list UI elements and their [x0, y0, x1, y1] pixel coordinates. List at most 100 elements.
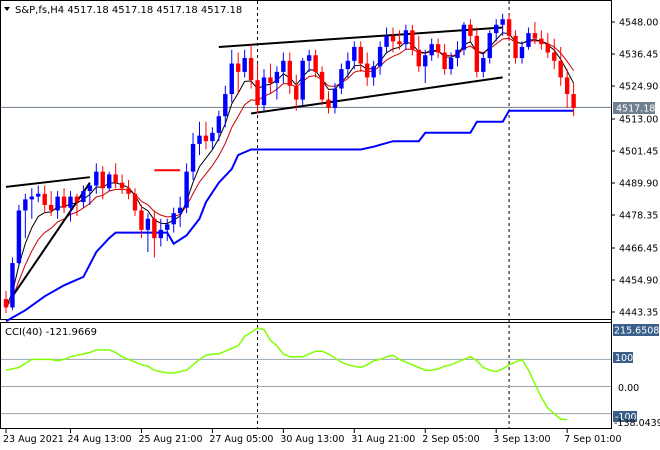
- candle-body: [313, 55, 318, 72]
- candle-body: [107, 174, 112, 189]
- candle: [274, 66, 280, 100]
- candle-body: [255, 80, 260, 106]
- candle-body: [287, 60, 292, 86]
- candle: [23, 193, 28, 239]
- candle-body: [248, 58, 254, 81]
- main-chart: [1, 1, 611, 428]
- cci-bottom-badge: -138.0439: [614, 418, 660, 429]
- candle: [474, 27, 480, 78]
- candle-body: [358, 46, 363, 64]
- price-tick-label-1: 4536.45: [619, 50, 658, 61]
- candle: [229, 49, 234, 103]
- cci-label: CCI(40) -121.9669: [5, 327, 97, 338]
- candle: [248, 44, 254, 89]
- candle: [126, 179, 131, 200]
- candle: [216, 110, 222, 142]
- time-tick-label-2: 25 Aug 21:00: [138, 434, 202, 445]
- candle: [345, 52, 351, 78]
- time-tick-label-8: 7 Sep 01:00: [564, 434, 621, 445]
- candle: [287, 52, 292, 95]
- candle-body: [481, 58, 486, 72]
- candle-body: [300, 60, 305, 100]
- candle-body: [332, 88, 338, 108]
- candle-body: [429, 44, 434, 56]
- price-badge-bg: [613, 102, 655, 114]
- candle-body: [10, 263, 15, 308]
- candle: [152, 210, 157, 258]
- time-tick-label-0: 23 Aug 2021: [3, 434, 64, 445]
- candle: [306, 49, 312, 72]
- price-tick-label-9: 4443.35: [619, 308, 658, 319]
- candle: [113, 163, 118, 189]
- candle-body: [410, 30, 415, 50]
- candle-body: [461, 24, 467, 50]
- candle-body: [152, 218, 157, 239]
- candle-body: [68, 196, 73, 208]
- candle-body: [94, 171, 99, 186]
- candle-body: [539, 38, 544, 45]
- candle-body: [87, 185, 93, 192]
- cci-top-badge-bg: [613, 324, 659, 336]
- candle-body: [184, 171, 189, 208]
- time-tick-label-6: 2 Sep 05:00: [422, 434, 479, 445]
- price-badge: 4517.18: [616, 104, 655, 115]
- candle: [3, 290, 9, 313]
- cci-level-neg100-label: -100: [615, 412, 637, 423]
- candle: [461, 22, 467, 56]
- candle-body: [190, 143, 196, 172]
- candle-body: [377, 46, 383, 67]
- price-tick-label-4: 4501.45: [619, 146, 658, 157]
- price-tick-label-3: 4513.00: [619, 114, 658, 125]
- candle: [571, 82, 576, 117]
- candle-body: [242, 58, 247, 72]
- candle: [365, 52, 370, 86]
- candle-body: [532, 33, 538, 39]
- candle-body: [210, 132, 215, 142]
- trendline-2: [218, 26, 503, 48]
- candle: [558, 46, 563, 86]
- candle: [442, 44, 447, 75]
- candle-body: [519, 46, 525, 59]
- candle-body: [352, 46, 357, 61]
- candle-body: [113, 174, 118, 183]
- candle-body: [171, 213, 176, 225]
- candle: [326, 91, 331, 114]
- candle-body: [397, 41, 402, 45]
- candle: [100, 166, 105, 200]
- candle: [48, 191, 54, 216]
- cci-indicator: [1, 327, 611, 421]
- time-tick-label-4: 30 Aug 13:00: [280, 434, 344, 445]
- candle: [107, 171, 112, 192]
- candle-body: [261, 77, 267, 106]
- candle-body: [203, 135, 209, 142]
- candle-body: [48, 204, 54, 211]
- candle: [384, 27, 389, 53]
- candle-body: [365, 63, 370, 78]
- candle: [371, 60, 376, 86]
- time-tick-label-7: 3 Sep 13:00: [493, 434, 550, 445]
- menu-triangle-icon[interactable]: [4, 7, 10, 11]
- candle-body: [165, 224, 170, 230]
- time-tick-label-1: 24 Aug 13:00: [68, 434, 132, 445]
- candle-body: [506, 19, 512, 36]
- time-tick-label-3: 27 Aug 05:00: [209, 434, 273, 445]
- candle-body: [371, 66, 376, 78]
- candle-body: [494, 24, 499, 34]
- candle-body: [455, 49, 460, 59]
- candle: [68, 191, 73, 222]
- candle-body: [61, 196, 67, 208]
- candle-body: [384, 35, 389, 47]
- candle-body: [3, 299, 9, 308]
- candle: [42, 185, 47, 214]
- candle-body: [500, 19, 505, 25]
- candle: [261, 69, 267, 111]
- cci-level-0-label: 0.00: [618, 383, 639, 394]
- candle-body: [552, 52, 557, 61]
- candle: [545, 33, 550, 59]
- candle: [268, 63, 273, 95]
- candle: [403, 24, 409, 50]
- candle: [145, 213, 151, 253]
- candle: [377, 41, 383, 75]
- candle: [423, 49, 428, 83]
